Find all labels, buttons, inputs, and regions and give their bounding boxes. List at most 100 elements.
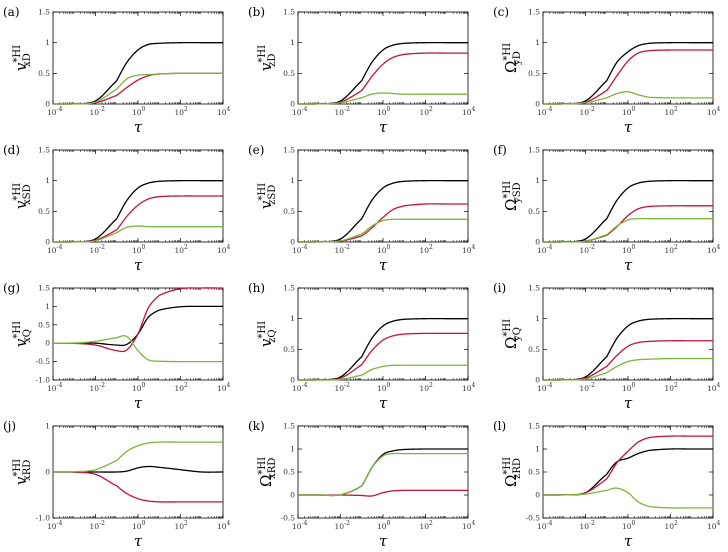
series-line-black	[542, 179, 713, 243]
y-tick-label: 0.5	[38, 320, 50, 329]
y-tick-label: 1.5	[38, 284, 50, 293]
x-tick-label: 10-2	[580, 106, 596, 117]
panel-label: (e)	[248, 143, 264, 157]
y-tick-label: 0.5	[38, 69, 50, 78]
x-tick-label: 10-2	[90, 106, 106, 117]
x-tick-label: 10-4	[47, 382, 63, 393]
x-axis-label: τ	[379, 118, 388, 136]
x-tick-label: 10-2	[580, 520, 596, 531]
y-axis-label: Ω*HIyQ	[502, 319, 523, 349]
panel-label: (g)	[3, 281, 20, 295]
series-line-green	[53, 441, 223, 473]
panel-f: (f) 10-4 10-2 100 102 104 0 0.5 1 1.5 τ Ω*HIySD	[493, 143, 721, 274]
series-line-green	[298, 364, 468, 381]
x-tick-label: 100	[132, 382, 146, 393]
panel-d: (d) 10-4 10-2 100 102 104 0 0.5 1 1.5 τ v*HIxSD	[3, 143, 231, 274]
y-axis-label: Ω*HIySD	[502, 181, 523, 211]
x-tick-label: 104	[217, 382, 231, 393]
axes-frame	[542, 11, 714, 105]
x-axis-label: τ	[624, 256, 633, 274]
x-tick-label: 10-2	[335, 106, 351, 117]
series-line-black	[53, 465, 224, 473]
x-tick-label: 10-2	[90, 244, 106, 255]
y-tick-label: 0.5	[38, 207, 50, 216]
y-tick-label: -0.5	[36, 357, 51, 366]
x-tick-label: 102	[665, 244, 679, 255]
x-tick-label: 102	[175, 106, 189, 117]
x-tick-label: 102	[665, 520, 679, 531]
x-tick-label: 102	[420, 244, 434, 255]
y-tick-label: 1.5	[528, 146, 540, 155]
x-tick-label: 10-2	[90, 520, 106, 531]
x-tick-label: 104	[707, 106, 721, 117]
series-line-red	[53, 287, 223, 353]
y-axis-label: Ω*HIzRD	[502, 457, 523, 487]
series-line-black	[53, 305, 223, 347]
panel-h: (h) 10-4 10-2 100 102 104 0 0.5 1 1.5 τ v*HIzQ	[248, 281, 476, 412]
y-tick-label: 0	[290, 491, 295, 500]
y-tick-label: -0.5	[526, 514, 541, 523]
x-tick-label: 100	[622, 382, 636, 393]
panel-b: (b) 10-4 10-2 100 102 104 0 0.5 1 1.5 τ v*HIzD	[248, 5, 476, 136]
y-tick-label: 1	[535, 445, 540, 454]
series-line-green	[298, 218, 468, 243]
y-axis-label: Ω*HIxRD	[257, 457, 278, 487]
x-tick-label: 104	[217, 520, 231, 531]
x-tick-label: 100	[377, 382, 391, 393]
series-line-green	[543, 487, 713, 509]
series-line-black	[543, 448, 713, 496]
x-axis-label: τ	[624, 394, 633, 412]
panel-label: (j)	[3, 419, 16, 433]
series-line-red	[543, 49, 713, 105]
x-tick-label: 104	[462, 106, 476, 117]
series-line-black	[542, 41, 713, 105]
x-tick-label: 100	[377, 520, 391, 531]
y-tick-label: -0.5	[281, 514, 296, 523]
x-tick-label: 104	[217, 244, 231, 255]
x-tick-label: 10-2	[335, 244, 351, 255]
series-line-red	[298, 52, 468, 105]
y-tick-label: 0.5	[528, 207, 540, 216]
series-line-red	[298, 203, 468, 243]
x-tick-label: 10-4	[537, 244, 553, 255]
panel-g: (g) 10-4 10-2 100 102 104 -1.0 -0.5 0 0.5 1 1.5 τ v*H…	[3, 281, 231, 412]
x-tick-label: 104	[707, 520, 721, 531]
x-axis-label: τ	[134, 532, 143, 550]
x-axis-label: τ	[134, 118, 143, 136]
x-tick-label: 10-2	[335, 520, 351, 531]
x-tick-label: 102	[175, 382, 189, 393]
x-axis-label: τ	[379, 256, 388, 274]
panel-e: (e) 10-4 10-2 100 102 104 0 0.5 1 1.5 τ v*HIzSD	[248, 143, 476, 274]
panel-label: (b)	[248, 5, 265, 19]
y-tick-label: 1	[290, 314, 295, 323]
x-tick-label: 10-4	[292, 382, 308, 393]
y-tick-label: 1	[290, 38, 295, 47]
series-line-green	[53, 72, 223, 105]
y-tick-label: 1	[290, 176, 295, 185]
y-tick-label: 1	[45, 38, 50, 47]
axes-frame	[542, 287, 714, 381]
x-tick-label: 104	[462, 520, 476, 531]
y-tick-label: 1.5	[38, 146, 50, 155]
x-tick-label: 10-4	[537, 106, 553, 117]
y-tick-label: 0	[535, 376, 540, 385]
x-tick-label: 104	[707, 244, 721, 255]
y-axis-label: Ω*HIyD	[502, 43, 523, 73]
x-tick-label: 102	[665, 382, 679, 393]
series-line-green	[53, 335, 223, 363]
y-tick-label: 1	[45, 422, 50, 431]
x-axis-label: τ	[379, 532, 388, 550]
y-tick-label: 0.5	[528, 345, 540, 354]
y-tick-label: -1.0	[36, 514, 51, 523]
panel-label: (l)	[493, 419, 506, 433]
panel-k: (k) 10-4 10-2 100 102 104 -0.5 0 0.5 1 1.5 τ Ω*HIxRD	[248, 419, 476, 550]
x-tick-label: 102	[665, 106, 679, 117]
series-line-red	[53, 195, 223, 243]
series-line-red	[543, 205, 713, 243]
series-line-green	[298, 92, 468, 105]
x-tick-label: 102	[420, 106, 434, 117]
y-tick-label: 1.5	[38, 8, 50, 17]
y-tick-label: 1	[45, 176, 50, 185]
y-tick-label: 0	[290, 100, 295, 109]
series-line-black	[542, 317, 713, 381]
